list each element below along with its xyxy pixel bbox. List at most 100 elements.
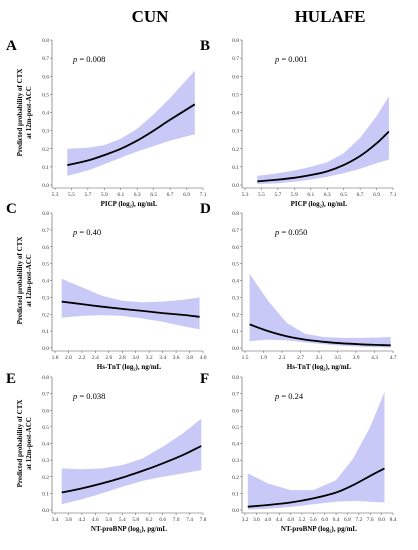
x-tick-label: 3.0: [132, 355, 139, 361]
x-tick-label: 3.1: [316, 355, 323, 361]
x-tick-label: 4.7: [390, 355, 397, 361]
x-tick-label: 1.9: [260, 355, 267, 361]
prediction-line: [257, 130, 390, 183]
x-tick-label: 2.6: [105, 355, 112, 361]
x-tick-label: 6.9: [183, 192, 190, 198]
y-tick-label: 0.4: [42, 442, 49, 448]
confidence-band: [247, 392, 385, 510]
x-tick-label: 7.6: [367, 517, 374, 523]
panel-letter: D: [200, 201, 211, 217]
p-value: p = 0.050: [274, 227, 307, 237]
x-tick-label: 5.0: [105, 517, 112, 523]
prediction-line: [61, 300, 200, 318]
panel-letter: C: [6, 201, 17, 217]
x-tick-label: 6.7: [357, 192, 364, 198]
y-tick-label: 0.4: [42, 279, 49, 285]
y-tick-label: 0.3: [232, 129, 239, 135]
y-tick-label: 0.8: [232, 211, 239, 217]
p-value: p = 0.008: [72, 54, 105, 64]
x-tick-label: 4.3: [371, 355, 378, 361]
x-tick-label: 3.6: [173, 355, 180, 361]
y-tick-label: 0.3: [42, 458, 49, 464]
x-tick-label: 2.2: [78, 355, 85, 361]
x-tick-label: 3.8: [65, 517, 72, 523]
x-tick-label: 2.8: [119, 355, 126, 361]
x-tick-label: 3.9: [353, 355, 360, 361]
p-value: p = 0.001: [274, 54, 307, 64]
x-tick-label: 4.6: [92, 517, 99, 523]
x-tick-label: 5.9: [101, 192, 108, 198]
x-tick-label: 4.0: [200, 355, 207, 361]
x-tick-label: 5.3: [52, 192, 59, 198]
y-tick-label: 0.3: [232, 295, 239, 301]
y-tick-label: 0.8: [42, 211, 49, 217]
x-tick-label: 2.4: [92, 355, 99, 361]
y-tick-label: 0.1: [42, 165, 49, 171]
y-tick-label: 0.3: [232, 458, 239, 464]
column-title-hulafe: HULAFE: [295, 7, 366, 26]
confidence-band: [249, 273, 391, 348]
x-tick-label: 7.0: [173, 517, 180, 523]
x-tick-label: 3.5: [334, 355, 341, 361]
p-value: p = 0.40: [72, 227, 101, 237]
x-tick-label: 6.5: [340, 192, 347, 198]
x-axis-label: PICP (log₂), ng/mL: [101, 200, 158, 208]
x-tick-label: 4.4: [276, 517, 283, 523]
x-tick-label: 6.4: [333, 517, 340, 523]
y-tick-label: 0.7: [42, 392, 49, 398]
x-tick-label: 7.8: [200, 517, 207, 523]
x-tick-label: 5.3: [242, 192, 249, 198]
y-tick-label: 0.6: [42, 408, 49, 414]
x-tick-label: 6.3: [324, 192, 331, 198]
x-tick-label: 5.6: [310, 517, 317, 523]
x-tick-label: 6.2: [146, 517, 153, 523]
panel-letter: F: [200, 371, 209, 387]
x-tick-label: 2.7: [297, 355, 304, 361]
y-tick-label: 0.8: [232, 375, 239, 381]
x-tick-label: 1.8: [52, 355, 59, 361]
y-tick-label: 0.2: [232, 475, 239, 481]
x-tick-label: 6.7: [167, 192, 174, 198]
panel-letter: E: [6, 371, 16, 387]
panel-letter: B: [200, 38, 210, 54]
x-tick-label: 7.4: [186, 517, 193, 523]
y-axis-label: Predicted probability of CTXat 12m-post-…: [16, 400, 33, 488]
y-tick-label: 0.2: [42, 475, 49, 481]
confidence-band: [61, 278, 200, 330]
x-tick-label: 7.1: [390, 192, 397, 198]
x-axis-label: NT-proBNP (log₂), pg/mL: [91, 525, 168, 533]
y-tick-label: 0.6: [42, 74, 49, 80]
y-tick-label: 0.0: [232, 508, 239, 514]
y-tick-label: 0.2: [42, 147, 49, 153]
y-tick-label: 0.1: [232, 329, 239, 335]
y-tick-label: 0.2: [232, 312, 239, 318]
x-tick-label: 3.6: [253, 517, 260, 523]
x-tick-label: 5.2: [298, 517, 305, 523]
x-tick-label: 6.6: [159, 517, 166, 523]
y-tick-label: 0.0: [232, 346, 239, 352]
x-tick-label: 7.2: [355, 517, 362, 523]
y-tick-label: 0.0: [42, 183, 49, 189]
x-tick-label: 1.5: [242, 355, 249, 361]
x-tick-label: 5.7: [274, 192, 281, 198]
x-tick-label: 5.5: [258, 192, 265, 198]
x-tick-label: 5.8: [132, 517, 139, 523]
panel-a: 0.0 0.1 0.2 0.3 0.4 0.5 0.6 0.7 0.8 5.3 5.5 5.7 5.9 6…: [6, 38, 207, 208]
y-axis-label: Predicted probability of CTXat 12m-post-…: [16, 237, 33, 325]
x-tick-label: 5.5: [68, 192, 75, 198]
y-tick-label: 0.3: [42, 129, 49, 135]
x-tick-label: 2.0: [65, 355, 72, 361]
panel-d: 0.0 0.1 0.2 0.3 0.4 0.5 0.6 0.7 0.8 1.5 1.9 2.3 2.7 3…: [200, 201, 397, 371]
p-value: p = 0.24: [274, 391, 304, 401]
y-tick-label: 0.8: [42, 375, 49, 381]
y-tick-label: 0.7: [232, 392, 239, 398]
x-tick-label: 5.7: [84, 192, 91, 198]
y-tick-label: 0.7: [42, 228, 49, 234]
y-tick-label: 0.7: [42, 56, 49, 62]
y-tick-label: 0.3: [42, 295, 49, 301]
confidence-band: [257, 96, 389, 185]
prediction-line: [67, 103, 196, 166]
column-title-cun: CUN: [132, 7, 170, 26]
x-tick-label: 5.9: [291, 192, 298, 198]
y-tick-label: 0.5: [42, 92, 49, 98]
